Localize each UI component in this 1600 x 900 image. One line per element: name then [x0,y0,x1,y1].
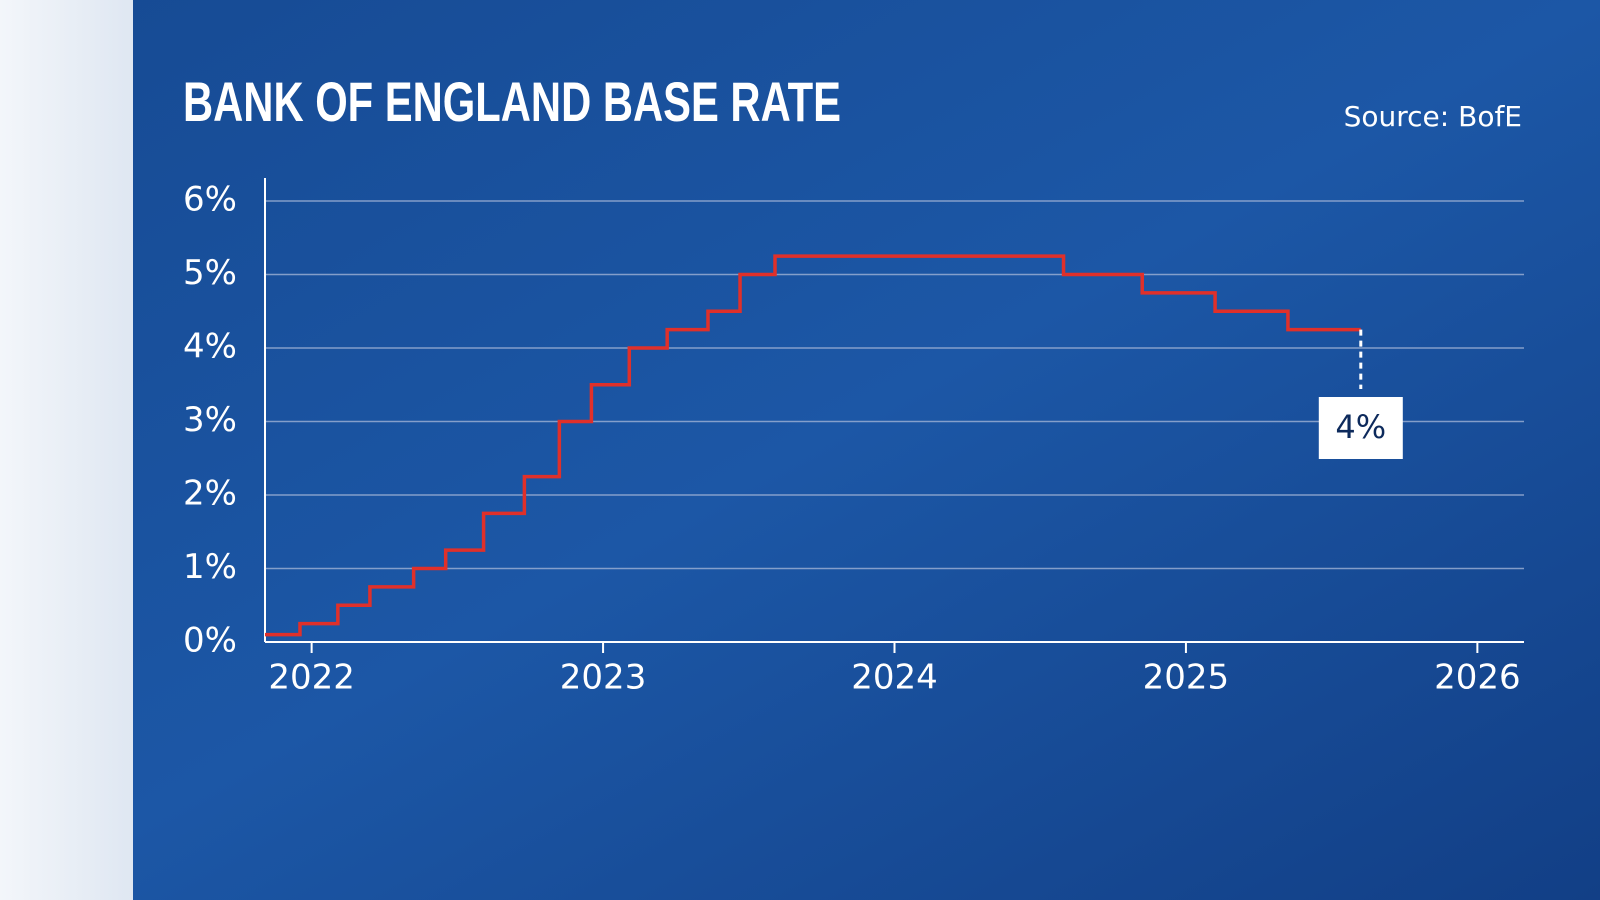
y-tick-label: 4% [183,327,237,367]
x-tick-label: 2022 [268,658,355,698]
side-strip [0,0,133,900]
y-tick-label: 6% [183,180,237,220]
y-tick-label: 3% [183,400,237,440]
y-tick-label: 2% [183,474,237,514]
source: Source: BofE [1344,100,1522,133]
x-tick-label: 2026 [1434,658,1521,698]
annotation-label: 4% [1335,408,1386,446]
chart-title: BANK OF ENGLAND BASE RATE [183,70,841,133]
x-tick-label: 2024 [851,658,938,698]
y-tick-label: 1% [183,547,237,587]
y-tick-label: 5% [183,253,237,293]
step-line [265,254,1361,637]
plot-area: 0% 1% 2% 3% 4% 5% 6% 2022 2023 2024 2025 2026 4% [183,178,1524,698]
x-tick-label: 2023 [560,658,647,698]
y-tick-label: 0% [183,621,237,661]
annotation-box [1318,397,1403,459]
x-tick-label: 2025 [1143,658,1230,698]
